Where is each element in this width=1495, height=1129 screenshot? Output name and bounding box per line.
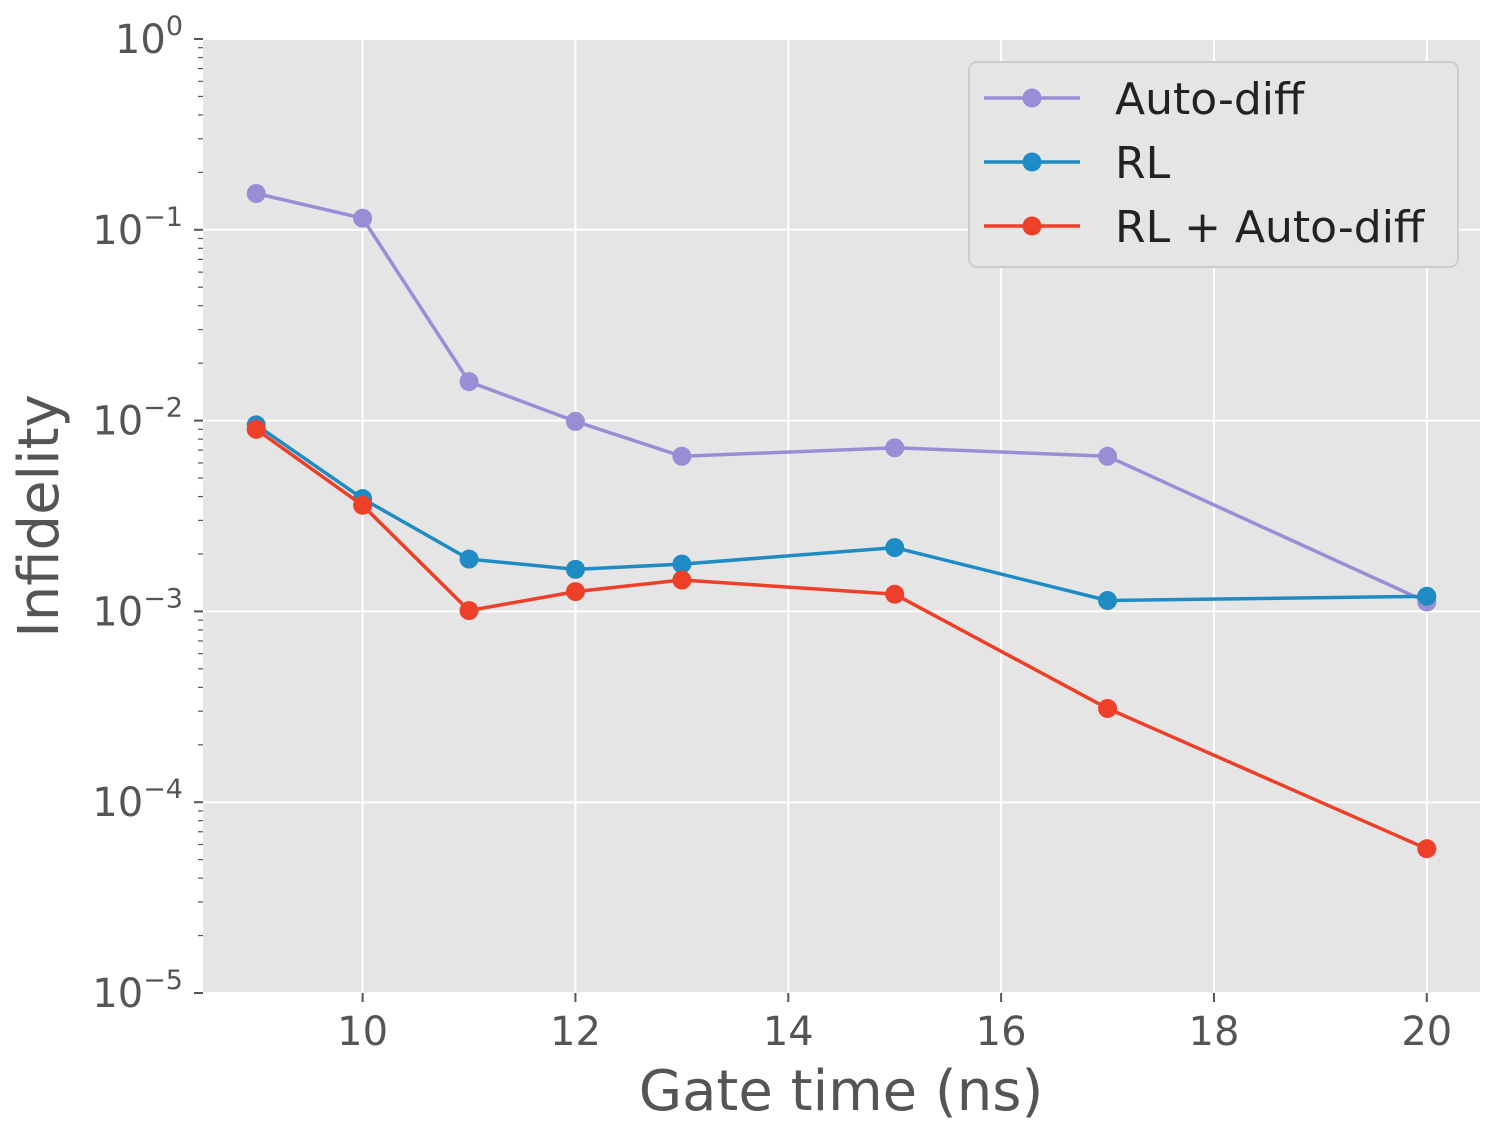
x-axis-label: Gate time (ns) [639, 1059, 1044, 1124]
legend-entries: Auto-diff RL RL + Auto-diff [984, 74, 1426, 253]
legend-marker [1022, 152, 1042, 172]
y-tick-label: 10−2 [92, 393, 183, 445]
x-tick-label: 18 [1189, 1009, 1240, 1055]
legend-label: RL + Auto-diff [1115, 202, 1426, 253]
y-tick-label-exponent: −3 [143, 583, 183, 614]
data-point [1098, 591, 1118, 611]
data-point [672, 554, 692, 574]
data-point [246, 419, 266, 439]
data-point [885, 438, 905, 458]
legend-entry: Auto-diff [984, 74, 1306, 125]
y-tick-label-exponent: −2 [143, 393, 183, 424]
series-line [255, 423, 1427, 603]
legend-marker [1022, 216, 1042, 236]
data-point [1417, 586, 1437, 606]
legend-label: Auto-diff [1115, 74, 1306, 125]
y-tick-label: 10−3 [92, 583, 183, 635]
series-layer [246, 183, 1437, 859]
data-point [459, 549, 479, 569]
data-point [1098, 698, 1118, 718]
data-point [672, 446, 692, 466]
x-tick-label: 12 [550, 1009, 601, 1055]
legend-entry: RL [984, 138, 1171, 189]
data-point [353, 208, 373, 228]
legend-entry: RL + Auto-diff [984, 202, 1426, 253]
y-tick-label-exponent: −5 [143, 965, 183, 996]
x-tick-label: 10 [337, 1009, 388, 1055]
series-line [255, 191, 1428, 604]
series-line [255, 427, 1428, 851]
grid [203, 38, 1480, 994]
y-tick-label-base: 10 [92, 971, 143, 1017]
y-tick-label-base: 10 [92, 208, 143, 254]
x-tick-label: 14 [763, 1009, 814, 1055]
legend-marker [1022, 88, 1042, 108]
y-tick-label-exponent: −1 [143, 202, 183, 233]
legend: Auto-diff RL RL + Auto-diff [968, 61, 1459, 268]
data-point [885, 584, 905, 604]
y-minor-ticks [198, 47, 203, 937]
series-rl [246, 415, 1437, 611]
y-tick-label: 10−5 [92, 965, 183, 1017]
data-point [353, 495, 373, 515]
data-point [459, 372, 479, 392]
data-point [885, 538, 905, 558]
y-tick-label-exponent: −4 [143, 774, 183, 805]
y-tick-label-exponent: 0 [166, 11, 183, 42]
data-point [565, 559, 585, 579]
y-tick-label-base: 10 [115, 17, 166, 63]
x-tick-label: 16 [976, 1009, 1027, 1055]
data-point [1417, 839, 1437, 859]
data-point [565, 411, 585, 431]
series-rl-auto-diff [246, 419, 1437, 859]
legend-label: RL [1115, 138, 1171, 189]
data-point [246, 183, 266, 203]
y-tick-label-base: 10 [92, 780, 143, 826]
x-axis-ticks: 10 12 14 16 18 20 [337, 993, 1452, 1055]
y-tick-label: 10−1 [92, 202, 183, 254]
x-tick-label: 20 [1401, 1009, 1452, 1055]
y-tick-label: 10−4 [92, 774, 183, 826]
y-tick-label-base: 10 [92, 589, 143, 635]
y-axis-label: Infidelity [7, 394, 72, 638]
data-point [672, 570, 692, 590]
data-point [565, 582, 585, 602]
data-point [1098, 446, 1118, 466]
y-tick-label-base: 10 [92, 399, 143, 445]
legend-box [968, 61, 1459, 268]
y-tick-label: 100 [115, 11, 183, 63]
data-point [459, 601, 479, 621]
